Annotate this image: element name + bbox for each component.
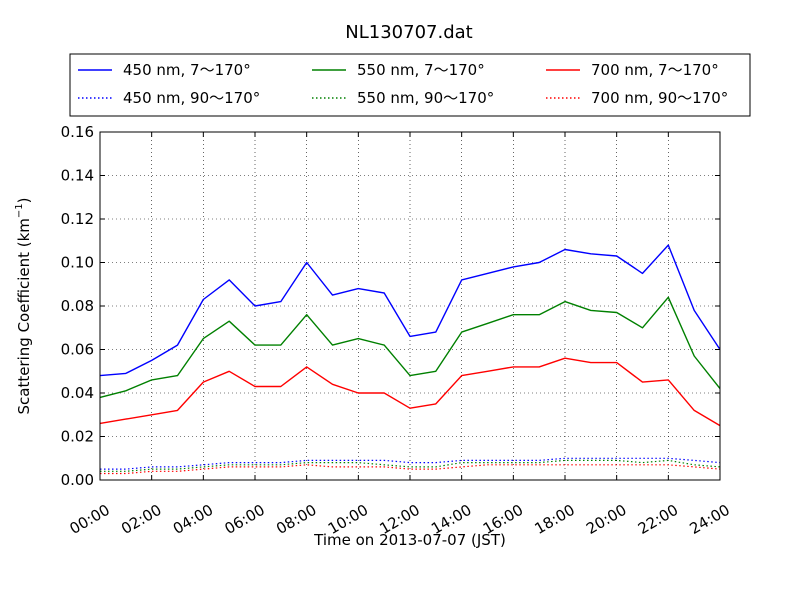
y-tick-label: 0.00 — [61, 471, 94, 489]
legend-entry: 700 nm, 7～170° — [591, 61, 719, 79]
y-tick-label: 0.12 — [61, 210, 94, 228]
legend-entry: 450 nm, 7～170° — [123, 61, 251, 79]
y-tick-label: 0.08 — [61, 297, 94, 315]
y-tick-label: 0.14 — [61, 167, 94, 185]
chart-title: NL130707.dat — [345, 22, 472, 43]
y-tick-label: 0.04 — [61, 384, 94, 402]
x-tick-label: 02:00 — [118, 501, 164, 538]
legend-entry: 450 nm, 90～170° — [123, 89, 260, 107]
series-layer — [99, 244, 721, 475]
y-tick-label: 0.10 — [61, 254, 94, 272]
x-tick-label: 18:00 — [532, 501, 578, 538]
y-axis-label-close: ) — [15, 197, 33, 203]
x-tick-label: 04:00 — [170, 501, 216, 538]
x-tick-label: 00:00 — [67, 501, 113, 538]
y-tick-label: 0.16 — [61, 123, 94, 141]
ticks — [99, 131, 721, 481]
y-tick-label: 0.02 — [61, 428, 94, 446]
y-axis-label: Scattering Coefficient (km−1) — [14, 197, 33, 414]
legend-entry: 550 nm, 90～170° — [357, 89, 494, 107]
y-tick-label: 0.06 — [61, 341, 94, 359]
plot-area — [99, 131, 721, 481]
series-line-4 — [100, 457, 721, 470]
grid — [100, 132, 720, 480]
x-axis-label: Time on 2013-07-07 (JST) — [313, 531, 506, 549]
x-tick-label: 24:00 — [687, 501, 733, 538]
legend-entry: 550 nm, 7～170° — [357, 61, 485, 79]
legend: 450 nm, 7～170° 450 nm, 90～170° 550 nm, 7～1… — [69, 53, 751, 117]
x-tick-label: 08:00 — [273, 501, 319, 538]
y-axis-label-main: Scattering Coefficient (km — [15, 218, 33, 414]
series-line-3 — [99, 357, 721, 427]
y-tick-labels: 0.00 0.02 0.04 0.06 0.08 0.10 0.12 0.14 0.16 — [61, 123, 94, 489]
legend-entry: 700 nm, 90～170° — [591, 89, 728, 107]
legend-box — [69, 53, 751, 117]
y-axis-label-exponent: −1 — [14, 203, 25, 218]
x-tick-label: 20:00 — [583, 501, 629, 538]
x-tick-label: 06:00 — [222, 501, 268, 538]
series-line-6 — [100, 464, 721, 475]
series-line-2 — [99, 296, 721, 399]
series-line-1 — [99, 244, 721, 377]
x-tick-label: 22:00 — [635, 501, 681, 538]
